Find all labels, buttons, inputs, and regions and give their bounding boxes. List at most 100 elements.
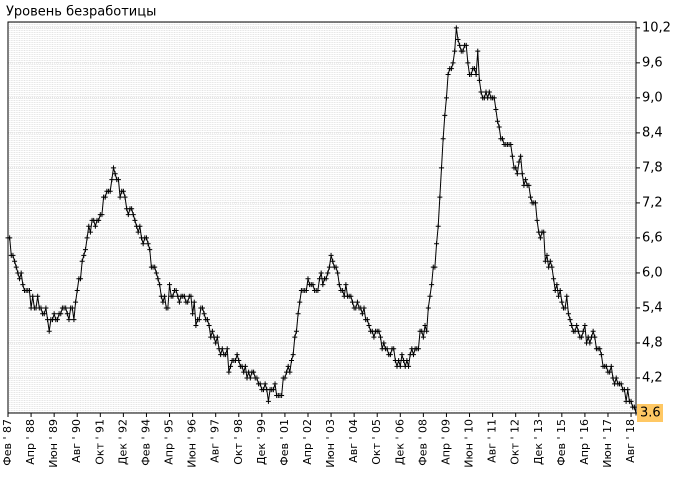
point-marker: [427, 293, 433, 299]
point-marker: [425, 305, 431, 311]
point-marker: [188, 293, 194, 299]
point-marker: [518, 153, 524, 159]
point-marker: [343, 282, 349, 288]
point-marker: [628, 398, 634, 404]
point-marker: [224, 346, 230, 352]
point-marker: [457, 42, 463, 48]
point-marker: [185, 299, 191, 305]
x-tick-label: Июн ' 17: [601, 419, 614, 468]
x-tick-label: Июн ' 89: [47, 419, 60, 468]
point-marker: [46, 328, 52, 334]
point-marker: [38, 305, 44, 311]
x-tick-label: Июн ' 03: [324, 419, 337, 468]
point-marker: [251, 369, 257, 375]
point-marker: [537, 235, 543, 241]
point-marker: [167, 282, 173, 288]
point-marker: [254, 375, 260, 381]
point-marker: [396, 357, 402, 363]
point-marker: [554, 282, 560, 288]
x-tick-label: Июн ' 10: [463, 419, 476, 468]
point-marker: [541, 229, 547, 235]
point-marker: [463, 42, 469, 48]
point-marker: [348, 293, 354, 299]
y-tick-label: 9,0: [642, 90, 663, 105]
x-tick-label: Дек ' 06: [393, 419, 406, 465]
point-marker: [422, 322, 428, 328]
point-marker: [143, 235, 149, 241]
point-marker: [120, 188, 126, 194]
point-marker: [317, 276, 323, 282]
x-tick-label: Апр ' 88: [24, 419, 37, 465]
point-marker: [574, 322, 580, 328]
point-marker: [552, 287, 558, 293]
point-marker: [516, 159, 522, 165]
point-marker: [190, 311, 196, 317]
x-tick-label: Окт ' 98: [232, 419, 245, 465]
point-marker: [562, 305, 568, 311]
point-marker: [587, 340, 593, 346]
point-marker: [20, 282, 26, 288]
point-marker: [618, 381, 624, 387]
point-marker: [336, 282, 342, 288]
point-marker: [110, 165, 116, 171]
y-tick-label: 8,4: [642, 125, 663, 140]
point-marker: [170, 293, 176, 299]
point-marker: [223, 352, 229, 358]
point-marker: [523, 177, 529, 183]
point-marker: [214, 334, 220, 340]
point-marker: [460, 48, 466, 54]
point-marker: [13, 264, 19, 270]
point-marker: [440, 136, 446, 142]
point-marker: [471, 66, 477, 72]
point-marker: [318, 270, 324, 276]
point-marker: [204, 317, 210, 323]
point-marker: [96, 217, 102, 223]
point-marker: [303, 287, 309, 293]
point-marker: [54, 317, 60, 323]
point-marker: [542, 258, 548, 264]
point-marker: [406, 363, 412, 369]
point-marker: [569, 322, 575, 328]
x-tick-label: Окт ' 05: [370, 419, 383, 465]
point-marker: [112, 171, 118, 177]
point-marker: [519, 171, 525, 177]
point-marker: [109, 177, 115, 183]
y-tick-label: 5,4: [642, 300, 663, 315]
point-marker: [270, 387, 276, 393]
point-marker: [241, 369, 247, 375]
point-marker: [397, 363, 403, 369]
point-marker: [476, 77, 482, 83]
y-tick-label: 10,2: [642, 20, 671, 35]
point-marker: [12, 258, 18, 264]
point-marker: [84, 235, 90, 241]
point-marker: [262, 381, 268, 387]
point-marker: [354, 299, 360, 305]
point-marker: [310, 282, 316, 288]
point-marker: [122, 194, 128, 200]
point-marker: [359, 311, 365, 317]
point-marker: [147, 247, 153, 253]
point-marker: [364, 317, 370, 323]
point-marker: [435, 223, 441, 229]
last-value-label: 3.6: [640, 406, 661, 421]
point-marker: [410, 352, 416, 358]
point-marker: [564, 293, 570, 299]
point-marker: [631, 404, 637, 410]
point-marker: [366, 322, 372, 328]
point-marker: [582, 322, 588, 328]
point-marker: [209, 328, 215, 334]
point-marker: [78, 276, 84, 282]
x-tick-label: Авг ' 97: [209, 419, 222, 463]
point-marker: [152, 264, 158, 270]
point-marker: [473, 72, 479, 78]
point-marker: [213, 340, 219, 346]
point-marker: [429, 282, 435, 288]
point-marker: [551, 276, 557, 282]
x-tick-label: Авг ' 18: [624, 419, 637, 463]
point-marker: [35, 293, 41, 299]
point-marker: [526, 182, 532, 188]
point-marker: [117, 194, 123, 200]
point-marker: [437, 194, 443, 200]
point-marker: [73, 299, 79, 305]
point-marker: [193, 322, 199, 328]
